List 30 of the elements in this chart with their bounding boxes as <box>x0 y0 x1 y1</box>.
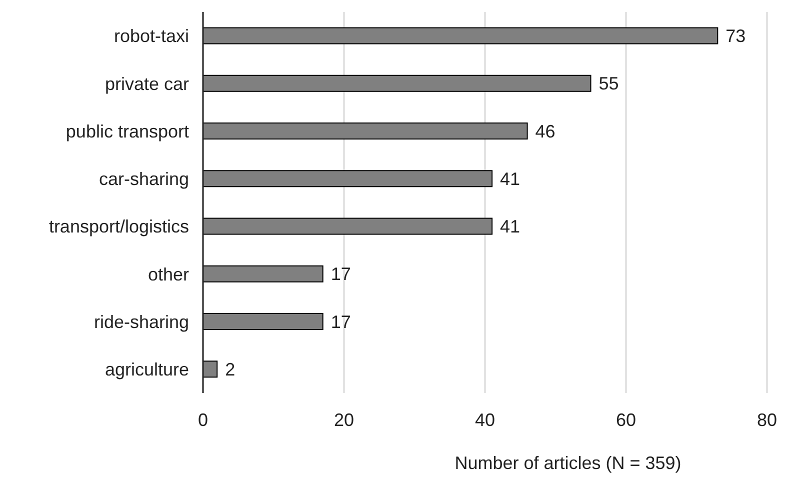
x-tick-label: 20 <box>334 410 354 430</box>
bar <box>203 170 493 188</box>
y-tick-label: public transport <box>66 121 189 142</box>
bar <box>203 27 718 44</box>
data-label: 17 <box>330 312 351 332</box>
x-tick-label: 60 <box>616 410 636 430</box>
data-label: 55 <box>598 74 619 94</box>
bar <box>203 360 218 378</box>
data-label: 17 <box>330 264 351 284</box>
data-label: 41 <box>500 216 520 237</box>
bar <box>203 122 528 140</box>
y-tick-label: agriculture <box>104 360 189 380</box>
x-axis-title: Number of articles (N = 359) <box>454 453 682 473</box>
data-label: 41 <box>500 168 520 189</box>
x-tick-label: 40 <box>474 410 496 430</box>
x-tick-label: 80 <box>756 410 778 430</box>
bar <box>203 312 324 330</box>
bar <box>203 74 592 92</box>
data-label: 2 <box>225 359 236 380</box>
y-tick-label: transport/logistics <box>48 216 189 237</box>
data-label: 46 <box>535 121 556 142</box>
bar <box>203 218 493 235</box>
y-tick-label: other <box>148 264 189 284</box>
data-label: 73 <box>726 26 746 46</box>
bar <box>203 265 324 282</box>
y-tick-label: ride-sharing <box>94 312 189 332</box>
x-tick-label: 0 <box>198 410 208 430</box>
y-tick-label: robot-taxi <box>114 26 189 46</box>
y-tick-label: private car <box>104 74 189 94</box>
y-tick-label: car-sharing <box>98 169 189 190</box>
